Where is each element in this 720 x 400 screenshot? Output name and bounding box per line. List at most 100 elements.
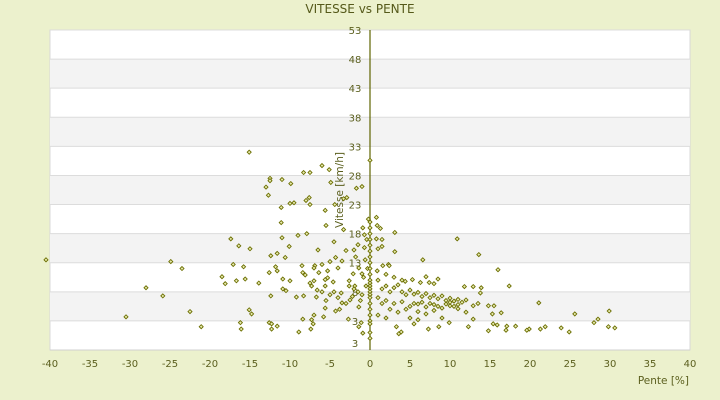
data-point — [423, 274, 429, 280]
data-point — [373, 236, 380, 242]
data-point — [352, 254, 359, 260]
data-point — [426, 279, 432, 286]
data-point — [415, 308, 421, 315]
data-point — [399, 277, 405, 283]
data-point — [395, 309, 401, 315]
data-point — [358, 320, 364, 326]
data-point — [367, 312, 373, 318]
data-point — [447, 303, 453, 309]
data-point — [431, 281, 437, 287]
data-point — [411, 300, 417, 307]
data-point — [367, 225, 373, 231]
data-point — [399, 289, 405, 295]
data-point — [367, 236, 373, 243]
data-point — [287, 200, 293, 207]
data-point — [343, 247, 349, 254]
data-point — [300, 269, 306, 276]
y-tick-label: 38 — [349, 113, 362, 124]
x-tick-label: -40 — [42, 359, 58, 370]
data-point — [455, 301, 461, 308]
data-point — [319, 162, 325, 169]
data-point — [392, 249, 398, 255]
data-point — [420, 257, 426, 263]
data-point — [306, 194, 312, 201]
data-point — [409, 276, 416, 283]
data-point — [343, 300, 349, 307]
data-point — [360, 274, 367, 280]
y-tick-label: 23 — [349, 201, 362, 212]
data-point — [506, 283, 512, 289]
data-point — [143, 285, 149, 291]
data-point — [383, 271, 389, 278]
data-point — [322, 283, 328, 289]
data-point — [367, 294, 373, 301]
data-point — [160, 293, 166, 299]
data-point — [367, 271, 373, 278]
data-point — [283, 288, 289, 294]
data-point — [470, 283, 476, 290]
data-point — [310, 321, 316, 327]
data-point — [387, 306, 393, 312]
data-point — [359, 183, 365, 190]
data-point — [330, 279, 336, 285]
y-tick-label: 8 — [352, 288, 358, 299]
data-point — [237, 320, 244, 326]
data-point — [356, 304, 362, 310]
x-tick-label: 0 — [367, 359, 373, 370]
data-point — [446, 320, 452, 326]
chart-title: VITESSE vs PENTE — [305, 2, 415, 16]
data-point — [320, 314, 327, 320]
data-point — [349, 293, 356, 300]
data-point — [431, 292, 437, 298]
data-point — [393, 324, 400, 330]
data-point — [379, 300, 385, 307]
data-point — [367, 260, 373, 266]
x-tick-label: 10 — [444, 359, 457, 370]
data-point — [268, 253, 274, 259]
data-point — [299, 262, 305, 269]
x-tick-label: 5 — [407, 359, 413, 370]
data-point — [391, 285, 397, 291]
data-point — [319, 289, 325, 295]
data-point — [391, 274, 397, 280]
data-point — [363, 283, 369, 289]
data-point — [455, 306, 461, 312]
data-point — [336, 306, 343, 312]
data-point — [459, 299, 465, 305]
data-point — [123, 314, 129, 320]
data-point — [374, 222, 380, 229]
data-point — [43, 257, 49, 263]
data-point — [296, 329, 302, 335]
data-point — [346, 278, 352, 284]
data-point — [392, 229, 398, 236]
data-point — [490, 321, 496, 327]
data-point — [308, 317, 315, 323]
data-point — [248, 311, 255, 317]
data-point — [322, 207, 328, 214]
x-axis-ticks: -40 -35 -30 -25 -20 -15 -10 -5 0 5 10 15 20 25 30 35 40 — [42, 359, 697, 370]
data-point — [476, 251, 482, 258]
data-point — [265, 192, 272, 198]
data-point — [332, 201, 338, 208]
data-point — [267, 178, 273, 184]
data-point — [304, 230, 310, 237]
data-point — [431, 307, 437, 314]
data-point — [300, 169, 307, 176]
data-point — [360, 330, 366, 336]
data-point — [455, 296, 461, 303]
data-point — [324, 268, 331, 274]
data-point — [359, 271, 365, 277]
data-point — [398, 329, 404, 335]
data-point — [311, 265, 317, 271]
data-point — [274, 250, 280, 257]
data-point — [240, 264, 247, 270]
data-point — [485, 328, 492, 334]
y-tick-label: 13 — [349, 259, 362, 270]
data-point — [307, 169, 313, 176]
data-point — [278, 204, 284, 211]
data-point — [411, 321, 417, 327]
data-point — [391, 300, 397, 307]
data-point — [612, 325, 618, 331]
data-point — [367, 321, 373, 327]
data-point — [279, 235, 285, 241]
